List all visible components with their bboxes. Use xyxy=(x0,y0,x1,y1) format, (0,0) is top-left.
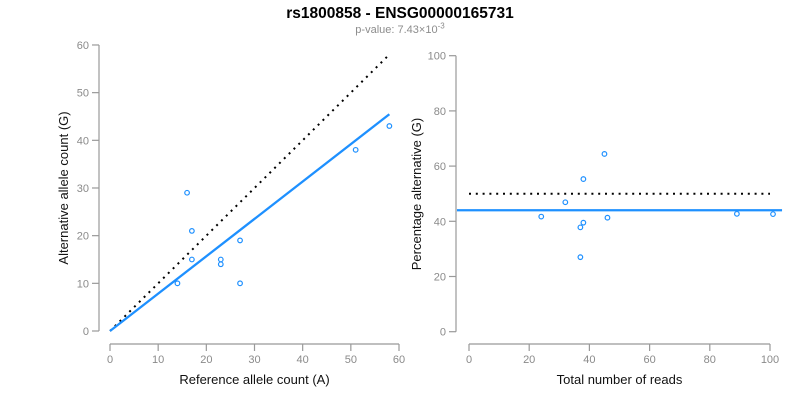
x-tick-label: 60 xyxy=(643,354,655,366)
pvalue-exponent: -3 xyxy=(437,21,445,31)
y-tick-label: 60 xyxy=(77,40,89,52)
data-point xyxy=(577,224,584,231)
data-point xyxy=(386,123,393,129)
y-tick-label: 0 xyxy=(83,326,89,338)
data-point xyxy=(352,146,359,153)
data-point xyxy=(237,237,243,244)
plot-title: rs1800858 - ENSG00000165731 xyxy=(286,5,514,22)
data-point xyxy=(188,256,195,263)
x-tick-label: 20 xyxy=(200,354,212,366)
y-tick-label: 50 xyxy=(77,88,89,100)
plot-subtitle: p-value: 7.43×10-3 xyxy=(0,21,800,36)
x-tick-label: 40 xyxy=(583,354,595,366)
data-point xyxy=(562,199,569,206)
y-tick-label: 100 xyxy=(428,51,446,63)
allele-counts-scatter: 0 10 20 30 40 50 60 0 10 20 30 40 50 60 Reference alle… xyxy=(56,40,405,387)
data-point xyxy=(604,214,611,221)
data-point xyxy=(184,189,190,196)
x-tick-label: 0 xyxy=(466,354,472,366)
data-point xyxy=(577,254,584,261)
data-point xyxy=(217,261,224,268)
data-point xyxy=(174,280,181,287)
data-point xyxy=(601,151,608,157)
x-tick-label: 0 xyxy=(107,354,113,366)
y-tick-label: 40 xyxy=(77,135,89,147)
x-tick-label: 60 xyxy=(393,354,405,366)
y-axis-label: Percentage alternative (G) xyxy=(409,118,424,270)
y-axis-label: Alternative allele count (G) xyxy=(56,111,71,264)
x-tick-label: 50 xyxy=(345,354,357,366)
data-point xyxy=(580,219,587,226)
y-tick-label: 20 xyxy=(77,231,89,243)
y-tick-label: 0 xyxy=(440,327,446,339)
y-tick-label: 80 xyxy=(434,106,446,118)
y-tick-label: 60 xyxy=(434,161,446,173)
y-tick-label: 10 xyxy=(77,278,89,290)
x-tick-label: 100 xyxy=(761,354,779,366)
data-point xyxy=(237,280,243,287)
percentage-vs-reads-scatter: 0 20 40 60 80 100 0 20 40 60 80 100 Total number of … xyxy=(409,51,783,387)
data-point xyxy=(770,211,776,218)
pvalue-text: p-value: 7.43×10 xyxy=(355,24,438,36)
x-tick-label: 20 xyxy=(523,354,535,366)
data-point xyxy=(188,227,195,234)
y-tick-label: 20 xyxy=(434,272,446,284)
x-tick-label: 40 xyxy=(297,354,309,366)
data-point xyxy=(538,213,545,220)
x-axis-label: Total number of reads xyxy=(557,372,683,387)
x-tick-label: 10 xyxy=(152,354,164,366)
x-tick-label: 30 xyxy=(248,354,260,366)
identity-line xyxy=(109,53,391,332)
data-point xyxy=(580,176,587,182)
data-point xyxy=(217,256,224,263)
x-tick-label: 80 xyxy=(704,354,716,366)
x-axis-label: Reference allele count (A) xyxy=(179,372,329,387)
y-tick-label: 30 xyxy=(77,183,89,195)
fit-line xyxy=(109,113,391,332)
y-tick-label: 40 xyxy=(434,216,446,228)
data-point xyxy=(733,210,740,217)
